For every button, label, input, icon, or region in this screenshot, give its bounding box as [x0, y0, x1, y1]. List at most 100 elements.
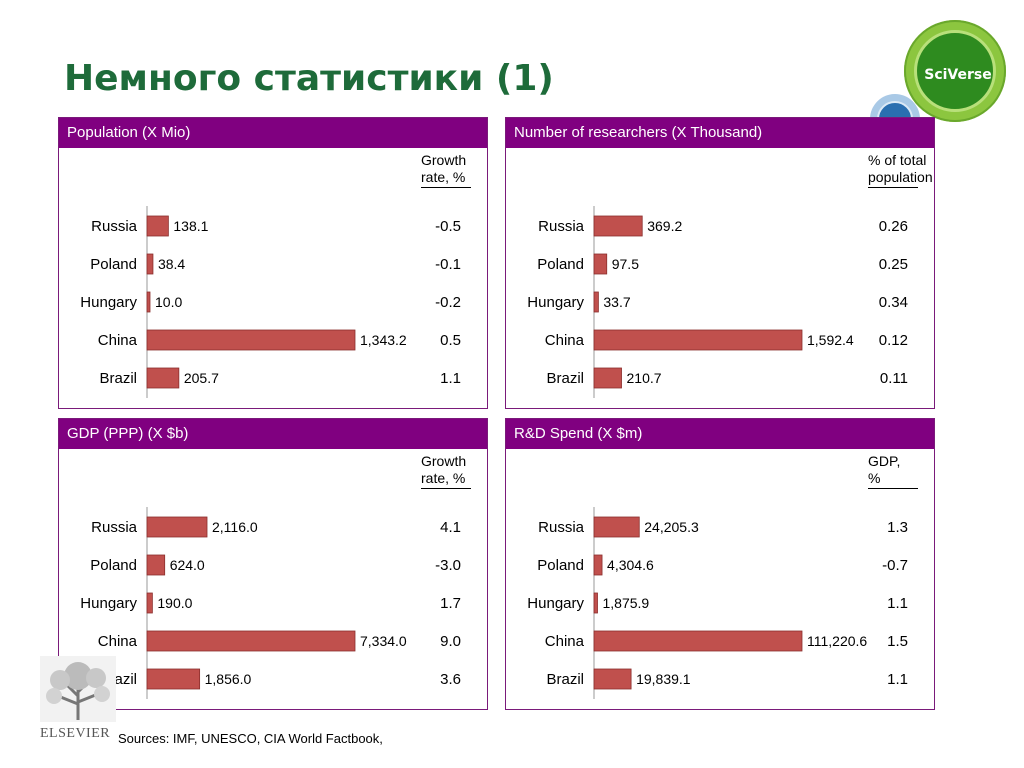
bar	[593, 291, 599, 313]
bar	[146, 554, 166, 576]
extra-column-value: 0.25	[879, 256, 908, 273]
category-label: Poland	[537, 557, 584, 574]
value-label: 1,592.4	[807, 332, 854, 348]
extra-column-value: -0.1	[435, 256, 461, 273]
value-label: 138.1	[173, 218, 208, 234]
extra-column-header: % of total population	[868, 152, 933, 188]
bar	[593, 367, 622, 389]
extra-column-value: 0.11	[880, 370, 908, 387]
panel-title: GDP (PPP) (X $b)	[59, 419, 487, 449]
extra-column-value: -3.0	[435, 557, 461, 574]
category-label: Hungary	[527, 595, 584, 612]
extra-column-value: 3.6	[440, 671, 461, 688]
extra-column-value: 1.1	[887, 595, 908, 612]
bar-chart: Russia 24,205.3 1.3 Poland 4,304.6 -0.7 Hungar…	[527, 507, 908, 699]
panel-title: Number of researchers (X Thousand)	[506, 118, 934, 148]
bar	[146, 253, 154, 275]
rd-spend-panel: R&D Spend (X $m) GDP,% Russia 24,205.3 1.3 Po…	[505, 418, 935, 710]
extra-column-value: 1.5	[887, 633, 908, 650]
extra-column-value: 1.7	[440, 595, 461, 612]
extra-column-header: Growth rate, %	[421, 453, 471, 489]
extra-column-value: -0.2	[435, 294, 461, 311]
category-label: China	[545, 633, 585, 650]
value-label: 2,116.0	[212, 519, 258, 535]
panel-title: R&D Spend (X $m)	[506, 419, 934, 449]
extra-column-header: Growth rate, %	[421, 152, 471, 188]
value-label: 4,304.6	[607, 557, 654, 573]
panel-title: Population (X Mio)	[59, 118, 487, 148]
value-label: 7,334.0	[360, 633, 407, 649]
gdp-panel: GDP (PPP) (X $b) Growth rate, % Russia 2,116…	[58, 418, 488, 710]
bar	[593, 554, 603, 576]
bar	[146, 215, 169, 237]
extra-column-header: GDP,%	[868, 453, 918, 489]
population-panel: Population (X Mio) Growth rate, % Russia 138…	[58, 117, 488, 409]
category-label: Poland	[90, 557, 137, 574]
extra-column-header-line: rate, %	[421, 169, 466, 185]
value-label: 10.0	[155, 294, 182, 310]
bar	[593, 516, 640, 538]
category-label: Russia	[538, 218, 585, 235]
category-label: Poland	[90, 256, 137, 273]
extra-column-header-line: %	[868, 470, 881, 486]
elsevier-wordmark: ELSEVIER	[40, 726, 111, 741]
extra-column-value: 0.34	[879, 294, 908, 311]
extra-column-value: 9.0	[440, 633, 461, 650]
bar	[146, 367, 180, 389]
bar	[593, 668, 632, 690]
category-label: Hungary	[80, 294, 137, 311]
value-label: 19,839.1	[636, 671, 691, 687]
page-title: Немного статистики (1)	[64, 58, 554, 99]
extra-column-header-line: population	[868, 169, 933, 185]
extra-column-value: -0.7	[882, 557, 908, 574]
value-label: 38.4	[158, 256, 185, 272]
value-label: 1,343.2	[360, 332, 407, 348]
value-label: 1,875.9	[603, 595, 650, 611]
value-label: 624.0	[170, 557, 205, 573]
bar	[593, 630, 803, 652]
category-label: Hungary	[80, 595, 137, 612]
category-label: Brazil	[546, 671, 584, 688]
bar	[146, 592, 153, 614]
category-label: Russia	[91, 519, 138, 536]
extra-column-value: -0.5	[435, 218, 461, 235]
value-label: 205.7	[184, 370, 219, 386]
researchers-panel: Number of researchers (X Thousand) % of t…	[505, 117, 935, 409]
extra-column-header-line: Growth	[421, 152, 467, 168]
extra-column-value: 0.5	[440, 332, 461, 349]
category-label: Russia	[538, 519, 585, 536]
elsevier-tree-icon	[40, 656, 116, 722]
category-label: Hungary	[527, 294, 584, 311]
value-label: 210.7	[627, 370, 662, 386]
category-label: Brazil	[99, 370, 137, 387]
extra-column-value: 0.12	[879, 332, 908, 349]
category-label: Poland	[537, 256, 584, 273]
sciverse-logo-text: SciVerse	[924, 67, 992, 83]
bar	[146, 668, 201, 690]
bar-chart: Russia 2,116.0 4.1 Poland 624.0 -3.0 Hungary 19…	[80, 507, 461, 699]
bar-chart: Russia 369.2 0.26 Poland 97.5 0.25 Hungary 33.7…	[527, 206, 908, 398]
category-label: China	[98, 633, 138, 650]
extra-column-value: 0.26	[879, 218, 908, 235]
bar	[593, 592, 598, 614]
extra-column-header-line: % of total	[868, 152, 927, 168]
bar	[146, 516, 208, 538]
bar-chart: Russia 138.1 -0.5 Poland 38.4 -0.1 Hungary 10.0…	[80, 206, 461, 398]
category-label: Brazil	[546, 370, 584, 387]
extra-column-value: 4.1	[440, 519, 461, 536]
value-label: 111,220.6	[807, 633, 867, 649]
bar	[146, 630, 356, 652]
value-label: 1,856.0	[205, 671, 252, 687]
category-label: Russia	[91, 218, 138, 235]
bar	[593, 215, 643, 237]
bar	[593, 329, 803, 351]
value-label: 33.7	[603, 294, 630, 310]
extra-column-header-line: Growth	[421, 453, 467, 469]
value-label: 97.5	[612, 256, 639, 272]
bar	[146, 329, 356, 351]
extra-column-header-line: rate, %	[421, 470, 466, 486]
extra-column-value: 1.1	[887, 671, 908, 688]
extra-column-header-line: GDP,	[868, 453, 901, 469]
bar	[593, 253, 608, 275]
extra-column-value: 1.1	[440, 370, 461, 387]
